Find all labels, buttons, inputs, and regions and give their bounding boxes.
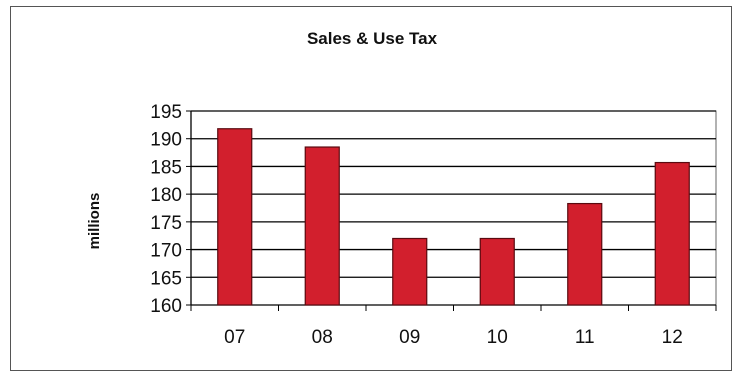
bar-11 — [567, 202, 603, 306]
x-tick-label: 12 — [662, 327, 683, 348]
plot-area: 160 165 170 175 180 185 190 195 07 08 09 10 11 12 — [150, 102, 717, 348]
plot-border — [190, 110, 717, 306]
y-axis-label: millions — [86, 193, 103, 250]
x-tick-label: 07 — [224, 327, 245, 348]
y-tick-label: 170 — [150, 241, 182, 262]
y-tick-label: 165 — [150, 268, 182, 289]
bar-10 — [479, 237, 515, 306]
y-tick-label: 175 — [150, 213, 182, 234]
y-tick-label: 160 — [150, 296, 182, 317]
x-tick-label: 08 — [312, 327, 333, 348]
bar-09 — [392, 237, 428, 306]
chart-title: Sales & Use Tax — [307, 29, 438, 48]
bar-07 — [217, 128, 253, 306]
y-tick-label: 190 — [150, 130, 182, 151]
bar-12 — [654, 161, 690, 306]
y-tick-label: 185 — [150, 157, 182, 178]
y-tick-label: 180 — [150, 185, 182, 206]
x-tick-label: 09 — [399, 327, 420, 348]
x-tick-label: 10 — [487, 327, 508, 348]
y-tick-label: 195 — [150, 102, 182, 123]
x-tick-label: 11 — [575, 327, 595, 348]
bar-08 — [304, 146, 340, 306]
